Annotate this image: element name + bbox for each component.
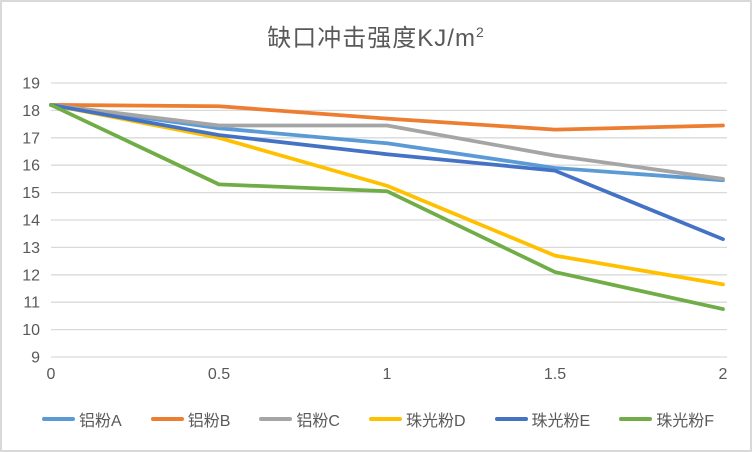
legend-line-swatch — [42, 417, 75, 421]
legend-item-珠光粉F: 珠光粉F — [619, 407, 714, 431]
y-axis-tick-label: 11 — [23, 295, 40, 312]
y-axis-tick-label: 17 — [22, 130, 40, 147]
y-axis-tick-label: 10 — [22, 322, 40, 339]
y-axis-tick-label: 12 — [22, 267, 40, 284]
legend-label: 铝粉A — [79, 413, 122, 430]
legend-line-swatch — [494, 417, 528, 421]
x-axis-tick-label: 2 — [719, 366, 728, 383]
series-line-珠光粉D — [49, 103, 725, 287]
legend-label: 铝粉C — [296, 413, 340, 430]
legend-item-铝粉C: 铝粉C — [259, 407, 340, 431]
chart-legend: 铝粉A 铝粉B 铝粉C 珠光粉D 珠光粉E 珠光粉F — [42, 407, 714, 431]
legend-label: 珠光粉E — [531, 413, 591, 430]
legend-label: 铝粉B — [187, 413, 231, 430]
y-axis-tick-label: 9 — [31, 350, 40, 367]
legend-line-swatch — [150, 417, 184, 421]
x-axis-tick-label: 0 — [47, 366, 56, 383]
legend-label: 珠光粉F — [656, 413, 714, 430]
series-line-珠光粉E — [49, 103, 725, 242]
y-axis-tick-label: 13 — [22, 240, 40, 257]
legend-line-swatch — [368, 417, 402, 421]
y-axis-tick-label: 19 — [22, 76, 40, 93]
series-line-铝粉C — [49, 103, 725, 181]
y-axis-tick-label: 15 — [22, 185, 40, 202]
legend-item-铝粉A: 铝粉A — [42, 407, 122, 431]
x-axis-tick-label: 1 — [383, 366, 392, 383]
legend-label: 珠光粉D — [405, 413, 466, 430]
legend-item-珠光粉E: 珠光粉E — [494, 407, 591, 431]
x-axis-tick-label: 0.5 — [208, 366, 230, 383]
y-axis-tick-label: 16 — [22, 158, 40, 175]
legend-item-珠光粉D: 珠光粉D — [368, 407, 466, 431]
chart-title-text: 缺口冲击强度KJ/m — [267, 25, 476, 52]
chart-title-superscript: 2 — [475, 24, 485, 40]
y-axis-tick-label: 18 — [22, 103, 40, 120]
x-axis-tick-label: 1.5 — [544, 366, 566, 383]
legend-line-swatch — [619, 417, 653, 421]
chart-title: 缺口冲击强度KJ/m2 — [2, 18, 750, 53]
series-line-珠光粉F — [49, 103, 725, 311]
legend-line-swatch — [259, 417, 293, 421]
y-axis-tick-label: 14 — [22, 213, 40, 230]
series-line-铝粉B — [49, 103, 725, 132]
legend-item-铝粉B: 铝粉B — [150, 407, 231, 431]
